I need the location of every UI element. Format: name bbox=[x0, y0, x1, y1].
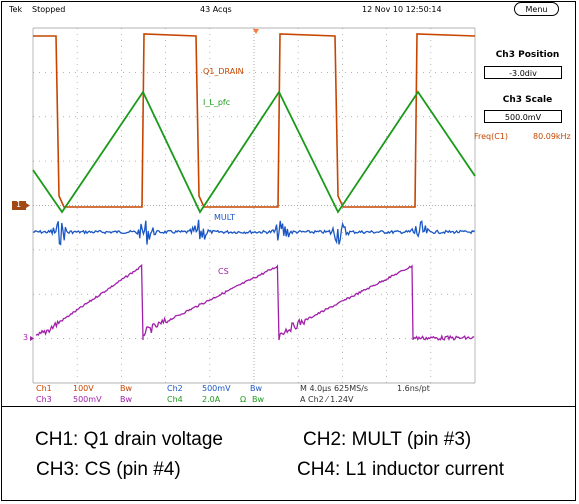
ch3-position-title: Ch3 Position bbox=[495, 50, 560, 60]
trigger-readout: A Ch2 ⁄ 1.24V bbox=[300, 395, 354, 404]
caption-ch3: CH3: CS (pin #4) bbox=[36, 459, 181, 480]
ch3-scale-value[interactable]: 500.0mV bbox=[484, 110, 562, 123]
ch4-bandwidth: Bw bbox=[252, 395, 265, 404]
ch3-ground-marker-arrow bbox=[30, 336, 34, 341]
timestamp: 12 Nov 10 12:50:14 bbox=[362, 5, 442, 14]
ch4-trace bbox=[32, 90, 476, 214]
menu-button[interactable]: Menu bbox=[514, 2, 559, 16]
ch2-trace-label: MULT bbox=[214, 213, 235, 222]
caption-ch2: CH2: MULT (pin #3) bbox=[303, 429, 472, 450]
ch4-trace-label: I_L_pfc bbox=[203, 98, 231, 107]
ch1-ground-marker-box bbox=[12, 201, 26, 210]
timebase-readout: M 4.0µs 625MS/s bbox=[300, 384, 369, 393]
graticule bbox=[32, 27, 476, 384]
ch1-ground-marker-arrow bbox=[26, 203, 30, 208]
caption-ch4: CH4: L1 inductor current bbox=[297, 459, 504, 480]
caption-divider bbox=[1, 406, 576, 407]
ch4-status-label: Ch4 bbox=[167, 395, 183, 404]
sample-interval: 1.6ns/pt bbox=[397, 384, 430, 393]
ch3-position-value[interactable]: -3.0div bbox=[484, 66, 562, 79]
ch2-bandwidth: Bw bbox=[250, 384, 263, 393]
ch2-status-scale: 500mV bbox=[202, 384, 231, 393]
ch2-trace bbox=[32, 219, 475, 246]
ch2-status-label: Ch2 bbox=[167, 384, 183, 393]
ch4-impedance: Ω bbox=[240, 395, 247, 404]
ch1-ground-marker-label: 1 bbox=[16, 200, 22, 209]
ch3-trace bbox=[35, 263, 475, 342]
frequency-label: Freq(C1) bbox=[474, 132, 509, 141]
ch3-status-label: Ch3 bbox=[36, 395, 52, 404]
acquisition-state: Stopped bbox=[32, 5, 66, 14]
brand-label: Tek bbox=[9, 5, 23, 14]
ch3-scale-title: Ch3 Scale bbox=[502, 95, 553, 105]
ch3-trace-label: CS bbox=[218, 267, 229, 276]
ch1-bandwidth: Bw bbox=[120, 384, 133, 393]
frequency-value: 80.09kHz bbox=[533, 132, 571, 141]
ch1-status-label: Ch1 bbox=[36, 384, 52, 393]
acquisition-count: 43 Acqs bbox=[200, 5, 232, 14]
scope-header: Tek Stopped 43 Acqs 12 Nov 10 12:50:14 bbox=[4, 2, 474, 18]
ch1-trace-label: Q1_DRAIN bbox=[203, 67, 244, 76]
ch3-status-scale: 500mV bbox=[73, 395, 102, 404]
caption-ch1: CH1: Q1 drain voltage bbox=[35, 429, 223, 450]
trigger-position-icon bbox=[253, 29, 259, 34]
ch1-status-scale: 100V bbox=[73, 384, 94, 393]
ch3-bandwidth: Bw bbox=[120, 395, 133, 404]
ch3-ground-marker-label: 3 bbox=[23, 333, 29, 342]
ch4-status-scale: 2.0A bbox=[202, 395, 221, 404]
